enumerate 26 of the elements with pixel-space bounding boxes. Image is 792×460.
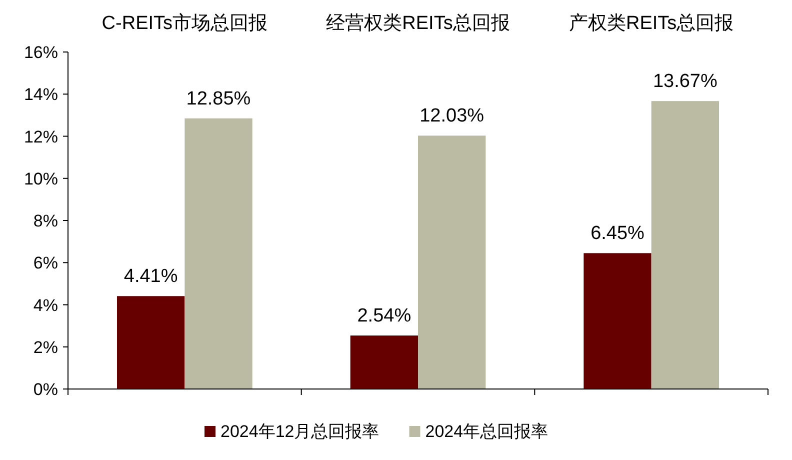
bar [350,336,418,389]
y-tick-label: 2% [33,338,58,357]
legend-label: 2024年12月总回报率 [220,422,380,441]
y-tick-label: 8% [33,212,58,230]
y-tick-label: 4% [33,296,58,315]
y-tick-label: 16% [24,43,58,62]
x-tick-label: C-REITs市场总回报 [102,12,268,34]
data-label: 2.54% [357,306,412,326]
data-label: 4.41% [124,266,178,288]
y-tick-label: 6% [33,254,58,273]
bar [418,136,486,389]
bar [651,101,719,389]
bar [584,253,652,389]
legend-label: 2024年总回报率 [425,422,548,441]
data-label: 13.67% [652,71,718,92]
data-label: 12.85% [186,88,251,110]
y-tick-label: 12% [24,127,58,146]
x-tick-label: 产权类REITs总回报 [568,13,734,34]
bar [184,118,252,389]
y-tick-label: 10% [24,169,58,188]
x-tick-label: 经营权类REITs总回报 [326,13,510,34]
y-tick-label: 14% [24,85,58,104]
data-label: 6.45% [590,223,645,244]
bar [117,296,185,389]
y-tick-label: 0% [33,380,58,399]
data-label: 12.03% [420,106,484,127]
